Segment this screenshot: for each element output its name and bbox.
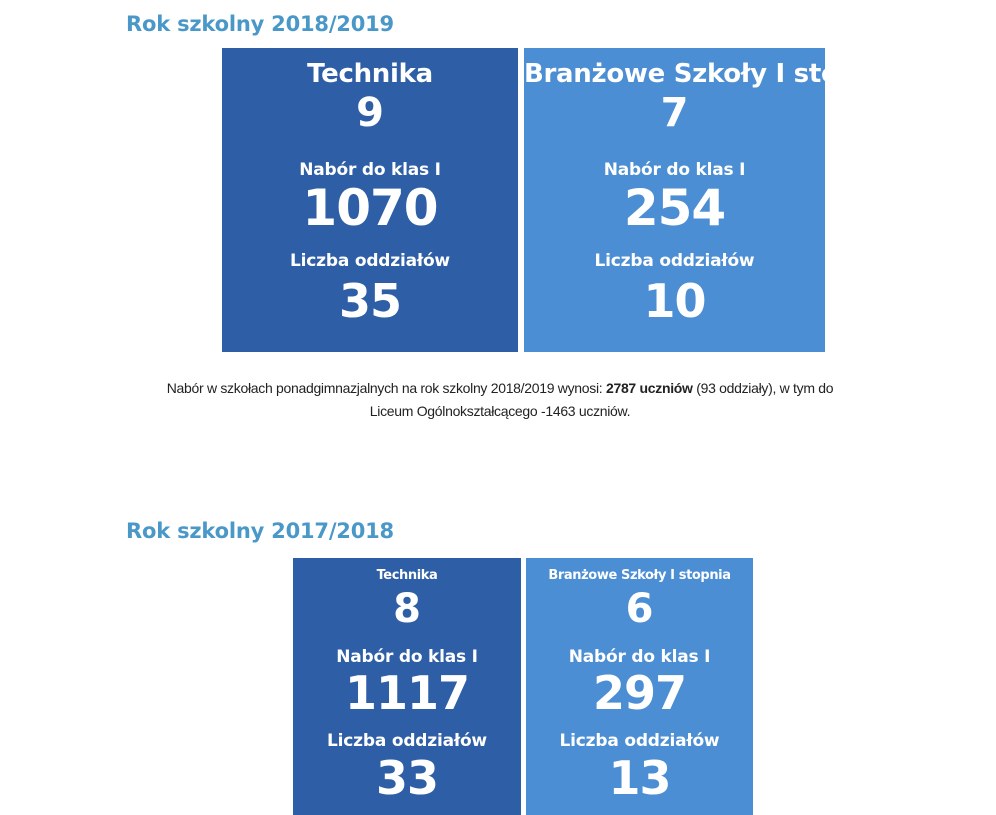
classes-value: 13 [608, 751, 671, 805]
intake-label: Nabór do klas I [603, 160, 746, 180]
classes-label: Liczba oddziałów [290, 251, 450, 271]
school-type-name: Branżowe Szkoły I stopnia [524, 59, 901, 89]
classes-label: Liczba oddziałów [594, 251, 755, 271]
section-title-2018-2019: Rok szkolny 2018/2019 [126, 12, 394, 36]
school-count: 6 [625, 586, 654, 632]
intake-value: 1117 [344, 666, 470, 720]
classes-value: 35 [338, 274, 402, 328]
classes-value: 33 [375, 751, 439, 805]
intake-label: Nabór do klas I [568, 647, 711, 667]
enrollment-summary: Nabór w szkołach ponadgimnazjalnych na r… [120, 377, 880, 423]
classes-label: Liczba oddziałów [559, 731, 720, 751]
school-count: 7 [660, 90, 689, 136]
technika-box-2018-2019: Technika 9 Nabór do klas I 1070 Liczba o… [222, 48, 518, 352]
branzowe-box-2017-2018: Branżowe Szkoły I stopnia 6 Nabór do kla… [526, 558, 753, 815]
branzowe-box-2018-2019: Branżowe Szkoły I stopnia 7 Nabór do kla… [524, 48, 901, 352]
classes-value: 10 [643, 274, 706, 328]
school-type-name: Branżowe Szkoły I stopnia [548, 568, 731, 583]
intake-label: Nabór do klas I [299, 160, 441, 180]
summary-total-students: 2787 uczniów [605, 380, 693, 396]
school-type-name: Technika [376, 568, 438, 583]
intake-value: 1070 [302, 179, 438, 237]
summary-text-part2: (93 oddziały), w tym do [692, 380, 834, 396]
school-type-name: Technika [307, 59, 433, 89]
summary-text-line2: Liceum Ogólnokształcącego -1463 uczniów. [369, 403, 631, 419]
school-count: 8 [393, 586, 421, 632]
summary-text-part1: Nabór w szkołach ponadgimnazjalnych na r… [166, 380, 606, 396]
school-count: 9 [356, 90, 384, 136]
technika-box-2017-2018: Technika 8 Nabór do klas I 1117 Liczba o… [293, 558, 521, 815]
intake-value: 297 [592, 666, 687, 720]
classes-label: Liczba oddziałów [327, 731, 487, 751]
intake-value: 254 [623, 179, 726, 237]
section-title-2017-2018: Rok szkolny 2017/2018 [126, 519, 394, 543]
intake-label: Nabór do klas I [336, 647, 478, 667]
